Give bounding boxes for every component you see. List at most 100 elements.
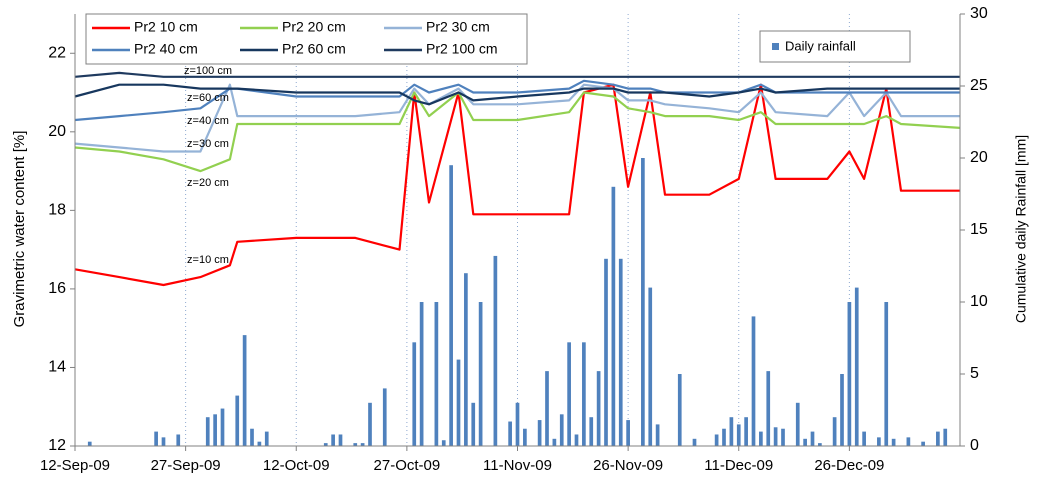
rain-bar xyxy=(545,371,549,446)
rain-bar xyxy=(257,441,262,446)
rain-bar xyxy=(943,428,948,446)
y2-tick-label: 30 xyxy=(970,5,988,22)
legend-swatch xyxy=(772,43,779,50)
y2-tick-label: 15 xyxy=(970,221,988,238)
rain-bar xyxy=(508,421,512,446)
rain-bar xyxy=(810,431,815,446)
legend-label: Daily rainfall xyxy=(785,38,856,53)
rain-bar xyxy=(596,371,601,446)
rain-bar xyxy=(744,417,748,446)
x-tick-label: 11-Dec-09 xyxy=(704,457,773,474)
rain-bar xyxy=(847,302,852,446)
legend-label: Pr2 30 cm xyxy=(426,19,490,35)
series-line xyxy=(74,91,961,173)
rain-bar xyxy=(87,441,92,446)
series-line xyxy=(74,71,960,78)
rain-bar xyxy=(552,438,557,446)
rain-bar xyxy=(736,424,741,446)
rain-bar xyxy=(692,438,697,446)
rain-bar xyxy=(840,374,844,446)
rain-bar xyxy=(862,431,866,446)
rain-bar xyxy=(493,255,498,446)
rain-bar xyxy=(220,408,225,446)
rain-bar xyxy=(559,414,564,446)
x-tick-label: 12-Oct-09 xyxy=(263,457,330,474)
legend-label: Pr2 100 cm xyxy=(426,41,498,57)
y-tick-label: 16 xyxy=(48,280,66,297)
rain-bar xyxy=(729,417,734,446)
rain-bar xyxy=(582,342,586,446)
rain-bar xyxy=(338,434,343,446)
y2-tick-label: 5 xyxy=(970,365,979,382)
rain-bar xyxy=(353,443,358,446)
legend-label: Pr2 60 cm xyxy=(282,41,346,57)
rain-bar xyxy=(412,342,417,446)
rain-bar xyxy=(434,302,439,446)
rain-bar xyxy=(515,402,520,446)
y2-axis-title: Cumulative daily Rainfall [mm] xyxy=(1013,135,1029,323)
rain-bar xyxy=(854,287,859,446)
y-axis-title: Gravimetric water content [%] xyxy=(11,131,28,328)
rain-bar xyxy=(250,428,254,446)
rain-bar xyxy=(722,428,726,446)
annotation: z=30 cm xyxy=(187,138,229,150)
rain-bar xyxy=(478,302,483,446)
legend-box xyxy=(85,13,528,65)
x-tick-label: 11-Nov-09 xyxy=(483,457,552,474)
rain-bar xyxy=(523,428,527,446)
rain-bar xyxy=(161,437,166,446)
rain-bar xyxy=(626,420,630,446)
rain-bar xyxy=(921,441,925,446)
rain-bar xyxy=(471,402,476,446)
rain-bar xyxy=(537,420,542,446)
legend-box xyxy=(759,30,911,63)
rain-bar xyxy=(641,158,645,446)
annotation: z=20 cm xyxy=(187,177,229,189)
y2-tick-label: 25 xyxy=(970,77,988,94)
y-tick-label: 22 xyxy=(48,44,66,61)
y2-tick-label: 10 xyxy=(970,293,988,310)
rain-bar xyxy=(818,443,822,446)
rain-bar xyxy=(154,431,158,446)
rain-bar xyxy=(677,374,682,446)
rain-bar xyxy=(176,434,181,446)
legend-label: Pr2 20 cm xyxy=(282,19,346,35)
rain-bar xyxy=(751,316,756,446)
series-line xyxy=(74,83,960,287)
rain-bar xyxy=(803,438,807,446)
rain-bar xyxy=(574,434,579,446)
legend-label: Pr2 40 cm xyxy=(134,41,198,57)
rain-bar xyxy=(368,402,372,446)
x-tick-label: 26-Dec-09 xyxy=(814,457,884,474)
rain-bar xyxy=(877,437,881,446)
rain-bar xyxy=(655,424,660,446)
rain-bar xyxy=(567,342,571,446)
rain-bar xyxy=(441,440,446,446)
y2-tick-label: 0 xyxy=(970,437,979,454)
rain-bar xyxy=(936,431,940,446)
rain-bar xyxy=(906,437,911,446)
rain-bar xyxy=(781,428,785,446)
rain-bar xyxy=(205,417,210,446)
rain-bar xyxy=(618,258,623,446)
rain-bar xyxy=(604,258,608,446)
rain-bar xyxy=(242,335,247,446)
y-tick-label: 20 xyxy=(48,123,66,140)
y-tick-label: 14 xyxy=(48,359,66,376)
rain-bar xyxy=(891,438,896,446)
rain-bar xyxy=(648,287,653,446)
rain-bar xyxy=(464,273,468,446)
x-tick-label: 12-Sep-09 xyxy=(40,457,110,474)
rain-bar xyxy=(773,427,778,446)
rain-bar xyxy=(884,302,889,446)
rain-bar xyxy=(264,431,269,446)
rain-bar xyxy=(832,417,837,446)
annotation: z=60 cm xyxy=(187,92,229,104)
rain-bar xyxy=(449,165,453,446)
y-tick-label: 18 xyxy=(48,202,66,219)
rain-bar xyxy=(331,434,335,446)
rain-bar xyxy=(235,395,240,446)
rain-bar xyxy=(456,359,461,446)
